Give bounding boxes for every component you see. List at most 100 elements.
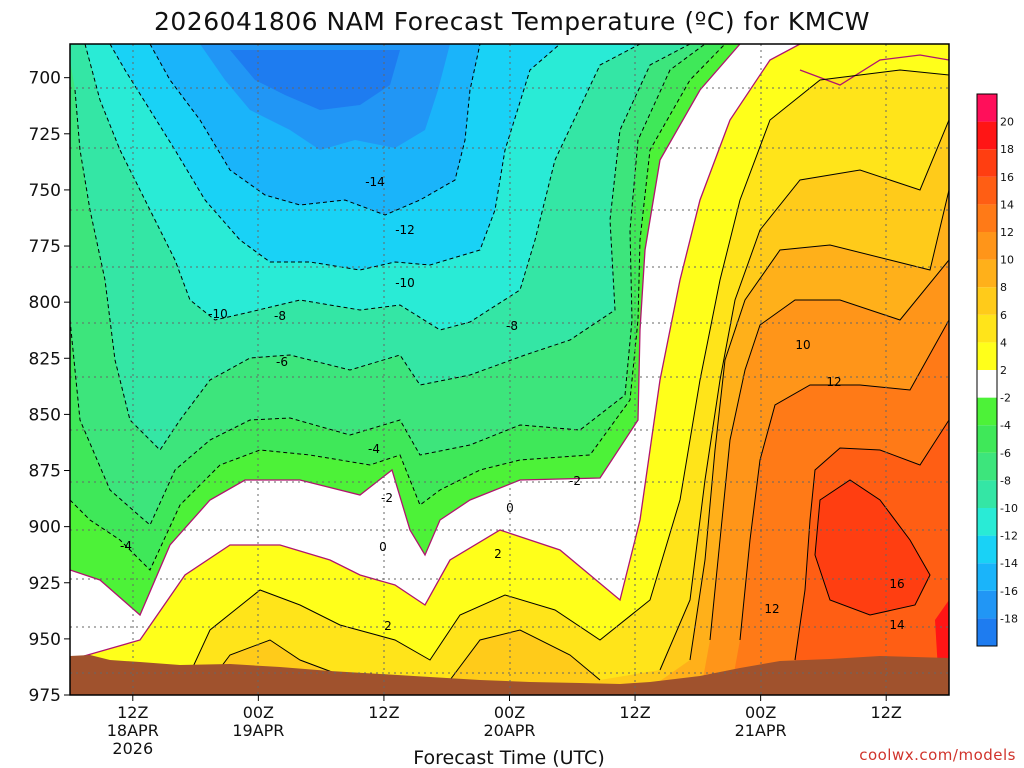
colorbar-label: 12 — [1000, 226, 1014, 239]
contour-label: -2 — [381, 491, 393, 505]
y-tick-label: 750 — [29, 181, 61, 201]
terrain — [70, 655, 949, 695]
colorbar-label: -14 — [1000, 557, 1018, 570]
freezing-contours — [70, 44, 949, 661]
colorbar-swatch — [977, 259, 997, 288]
colorbar-swatch — [977, 563, 997, 591]
colorbar-swatch — [977, 535, 997, 564]
y-tick-label: 875 — [29, 462, 61, 482]
contour-label: -6 — [276, 355, 288, 369]
colorbar-swatch — [977, 618, 997, 646]
band-minus18 — [230, 50, 400, 110]
y-tick-label: 950 — [29, 630, 61, 650]
y-tick-label: 775 — [29, 237, 61, 257]
contour-label: 12 — [764, 602, 779, 616]
colorbar-label: -18 — [1000, 612, 1018, 625]
contour-label: -2 — [569, 474, 581, 488]
colorbar-swatch — [977, 397, 997, 426]
colorbar-swatch — [977, 342, 997, 370]
contour-label: -4 — [120, 539, 132, 553]
colorbar-label: 18 — [1000, 143, 1014, 156]
y-tick-label: 800 — [29, 293, 61, 313]
y-tick-label: 725 — [29, 125, 61, 145]
colorbar-swatch — [977, 287, 997, 315]
colorbar-swatch — [977, 508, 997, 536]
y-tick-label: 850 — [29, 405, 61, 425]
contour-label: -8 — [274, 309, 286, 323]
colorbar-swatch — [977, 314, 997, 343]
colorbar-label: -2 — [1000, 392, 1011, 405]
colorbar-label: 10 — [1000, 254, 1014, 267]
x-tick-label: 12Z — [619, 703, 650, 722]
grid — [70, 44, 949, 695]
colorbar-swatch — [977, 204, 997, 232]
colorbar-swatch — [977, 232, 997, 260]
colorbar-label: 2 — [1000, 364, 1007, 377]
contour-label: -12 — [395, 223, 415, 237]
colorbar-swatch — [977, 590, 997, 619]
colorbar-label: 4 — [1000, 336, 1007, 349]
y-tick-label: 925 — [29, 574, 61, 594]
colorbar-label: -12 — [1000, 530, 1018, 543]
cold-pocket — [135, 360, 153, 412]
contour-label: 2 — [494, 547, 502, 561]
colorbar-swatch — [977, 480, 997, 508]
x-tick-label: 12Z — [368, 703, 399, 722]
colorbar-label: -10 — [1000, 502, 1018, 515]
chart-title: 2026041806 NAM Forecast Temperature (ºC)… — [154, 7, 870, 36]
x-tick-label: 18APR — [107, 721, 159, 740]
credit-link[interactable]: coolwx.com/models — [859, 746, 1016, 764]
contour-label: 12 — [826, 375, 841, 389]
contour-label: -4 — [368, 442, 380, 456]
contour-label: 14 — [889, 618, 904, 632]
colorbar-swatch — [977, 149, 997, 177]
colorbar-label: 14 — [1000, 198, 1014, 211]
colorbar-swatch — [977, 176, 997, 205]
colorbar-label: -4 — [1000, 419, 1011, 432]
colorbar-swatch — [977, 94, 997, 122]
contour-label: -8 — [506, 319, 518, 333]
temperature-field: -14 -12 -10 -10 -8 -8 -6 -4 -4 -2 -2 0 0… — [70, 44, 949, 695]
x-tick-label: 00Z — [243, 703, 274, 722]
contour-label: -10 — [395, 276, 415, 290]
colorbar-label: 8 — [1000, 281, 1007, 294]
y-tick-label: 700 — [29, 69, 61, 89]
colorbar-label: 20 — [1000, 116, 1014, 129]
contour-label: 2 — [384, 619, 392, 633]
colorbar-swatch — [977, 425, 997, 453]
colorbar-label: -16 — [1000, 585, 1018, 598]
colorbar-label: 16 — [1000, 171, 1014, 184]
colorbar-label: 6 — [1000, 309, 1007, 322]
x-tick-label: 20APR — [483, 721, 535, 740]
band-plus16 — [815, 480, 930, 615]
colorbar-frame — [976, 93, 998, 647]
cold-contours — [70, 44, 726, 571]
colorbar-label: -8 — [1000, 474, 1011, 487]
colorbar-swatch — [977, 452, 997, 481]
x-tick-label: 12Z — [117, 703, 148, 722]
x-tick-label: 21APR — [735, 721, 787, 740]
contour-label: 0 — [379, 540, 387, 554]
x-tick-label: 00Z — [494, 703, 525, 722]
y-axis: 700 725 750 775 800 825 850 875 900 925 950 975 — [29, 69, 70, 706]
colorbar-swatch — [977, 121, 997, 150]
x-tick-label: 19APR — [232, 721, 284, 740]
x-tick-label: 2026 — [112, 739, 153, 758]
contour-label: 16 — [889, 577, 904, 591]
colorbar: -18 -16 -14 -12 -10 -8 -6 -4 -2 2 4 6 8 10 12 14 16 18 20 — [976, 93, 1018, 647]
x-tick-label: 12Z — [871, 703, 902, 722]
contour-label: 10 — [795, 338, 810, 352]
contour-label: 0 — [506, 501, 514, 515]
y-tick-label: 975 — [29, 686, 61, 706]
contour-label: -10 — [208, 307, 228, 321]
colorbar-swatch — [977, 370, 997, 398]
contour-label: -14 — [365, 175, 385, 189]
contour-labels: -14 -12 -10 -10 -8 -8 -6 -4 -4 -2 -2 0 0… — [120, 175, 905, 633]
x-axis-title: Forecast Time (UTC) — [413, 747, 604, 768]
colorbar-label: -6 — [1000, 447, 1011, 460]
x-tick-label: 00Z — [745, 703, 776, 722]
y-tick-label: 900 — [29, 518, 61, 538]
y-tick-label: 825 — [29, 349, 61, 369]
